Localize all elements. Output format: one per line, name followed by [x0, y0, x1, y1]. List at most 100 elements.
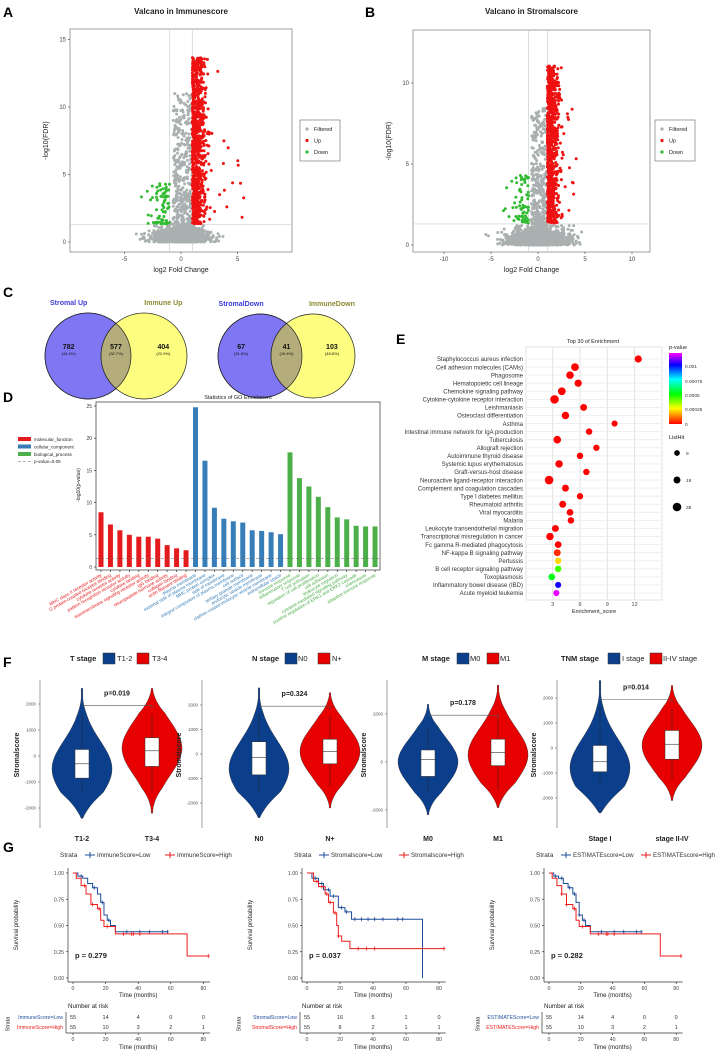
data-point	[178, 227, 182, 231]
data-point	[198, 73, 202, 77]
volcano-title: Valcano in Stromalscore	[485, 7, 578, 16]
data-point	[185, 188, 189, 192]
x-tick-label: 5	[236, 257, 240, 263]
y-tick-label: 5	[63, 173, 67, 179]
data-point	[181, 115, 185, 118]
data-point	[155, 192, 158, 195]
data-point	[191, 92, 195, 96]
data-point	[196, 140, 200, 144]
y-tick-label: 15	[59, 38, 66, 44]
data-point	[199, 154, 203, 158]
data-point	[200, 226, 204, 230]
data-point	[189, 192, 193, 196]
data-point	[192, 100, 196, 104]
data-point	[182, 238, 186, 242]
data-point	[514, 241, 518, 245]
data-point	[183, 182, 187, 186]
x-tick-label: -5	[122, 257, 128, 263]
data-point	[187, 132, 191, 136]
data-point	[507, 240, 510, 244]
data-point	[217, 234, 221, 238]
data-point	[188, 209, 192, 213]
x-axis-label: log2 Fold Change	[153, 267, 208, 274]
data-point	[155, 195, 158, 199]
data-point	[572, 243, 576, 247]
data-point	[210, 131, 214, 135]
data-point	[196, 161, 200, 165]
data-point	[196, 104, 200, 108]
data-point	[139, 195, 143, 199]
data-point	[572, 233, 576, 237]
data-points	[134, 56, 246, 244]
panel-label: E	[396, 331, 405, 347]
data-point	[186, 105, 190, 109]
data-point	[222, 188, 226, 192]
data-point	[175, 234, 179, 238]
data-point	[523, 227, 527, 231]
data-point	[196, 95, 200, 99]
data-point	[566, 227, 570, 231]
data-point	[202, 144, 206, 147]
data-point	[198, 68, 202, 72]
data-point	[166, 228, 170, 232]
data-point	[186, 158, 189, 162]
data-point	[193, 140, 197, 144]
data-point	[176, 224, 180, 228]
data-point	[520, 238, 524, 242]
panel-label: G	[3, 839, 14, 855]
data-point	[195, 62, 199, 66]
data-point	[203, 154, 207, 157]
data-point	[554, 233, 558, 237]
data-point	[147, 238, 151, 242]
data-point	[175, 133, 178, 137]
data-point	[175, 112, 179, 116]
data-point	[543, 144, 547, 148]
data-point	[198, 114, 202, 118]
data-point	[158, 234, 162, 238]
data-point	[537, 110, 541, 113]
data-point	[164, 231, 168, 235]
data-point	[168, 182, 171, 186]
data-point	[181, 204, 185, 208]
legend-box	[299, 119, 341, 162]
data-point	[173, 158, 176, 162]
data-point	[187, 143, 190, 147]
data-point	[188, 167, 192, 171]
data-point	[183, 163, 186, 167]
data-point	[176, 94, 180, 98]
data-point	[188, 154, 192, 158]
data-point	[191, 68, 195, 72]
data-point	[207, 144, 211, 148]
data-point	[176, 173, 180, 177]
data-point	[166, 207, 170, 211]
data-point	[180, 187, 184, 191]
data-point	[194, 235, 198, 239]
data-point	[197, 66, 201, 70]
data-point	[194, 119, 198, 122]
data-point	[197, 179, 200, 183]
data-point	[162, 215, 166, 218]
data-points	[484, 64, 584, 247]
data-point	[572, 224, 576, 228]
data-point	[195, 127, 199, 131]
data-point	[140, 232, 144, 236]
data-point	[181, 131, 185, 135]
data-point	[186, 219, 190, 223]
data-point	[208, 217, 212, 221]
data-point	[198, 192, 202, 196]
data-point	[208, 206, 212, 210]
data-point	[225, 205, 229, 209]
data-point	[186, 113, 190, 117]
data-point	[181, 93, 185, 97]
data-point	[538, 206, 542, 210]
data-point	[239, 181, 242, 185]
data-point	[195, 100, 199, 104]
data-point	[146, 221, 150, 225]
data-point	[203, 198, 207, 202]
data-point	[185, 165, 189, 169]
data-point	[196, 85, 199, 89]
data-point	[215, 238, 218, 242]
data-point	[173, 124, 177, 127]
data-point	[165, 239, 169, 243]
